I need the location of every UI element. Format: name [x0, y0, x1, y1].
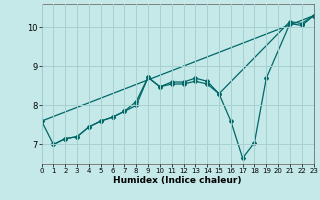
X-axis label: Humidex (Indice chaleur): Humidex (Indice chaleur): [113, 176, 242, 185]
